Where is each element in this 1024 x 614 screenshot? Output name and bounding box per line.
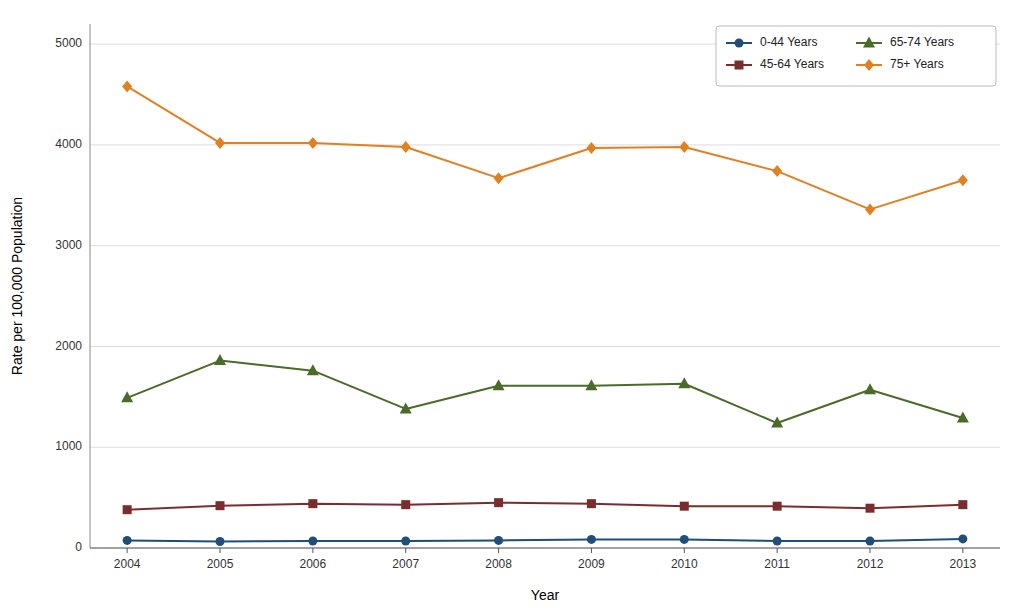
- grid-line: [90, 447, 1000, 448]
- point: [771, 417, 783, 428]
- point: [866, 536, 875, 545]
- grid-line: [90, 346, 1000, 347]
- point: [401, 536, 410, 545]
- x-tick-label: 2011: [764, 557, 790, 571]
- point: [122, 80, 132, 92]
- x-tick-label: 2012: [857, 557, 884, 571]
- point: [400, 402, 412, 413]
- grid: [90, 44, 1000, 548]
- point: [680, 502, 689, 511]
- legend-marker: [735, 39, 744, 48]
- x-tick: [591, 548, 592, 553]
- point: [680, 535, 689, 544]
- point: [494, 172, 504, 184]
- point: [401, 141, 411, 153]
- x-tick-label: 2005: [207, 557, 234, 571]
- chart: 0 1000 2000 3000 4000 5000 2004 2005 2006 2007 200…: [0, 0, 1024, 614]
- point: [308, 137, 318, 149]
- series-line: [127, 86, 963, 209]
- point: [401, 500, 410, 509]
- point: [587, 535, 596, 544]
- series: [121, 354, 969, 427]
- y-tick-label: 5000: [55, 36, 82, 50]
- plot-area: [121, 80, 969, 545]
- x-tick: [962, 548, 963, 553]
- point: [587, 499, 596, 508]
- point: [214, 354, 226, 365]
- grid-line: [90, 548, 1000, 549]
- legend-label: 45-64 Years: [760, 57, 824, 71]
- point: [494, 536, 503, 545]
- y-axis-title: Rate per 100,000 Population: [9, 197, 25, 375]
- x-tick: [870, 548, 871, 553]
- point: [215, 137, 225, 149]
- x-tick: [127, 548, 128, 553]
- point: [585, 379, 597, 390]
- point: [958, 500, 967, 509]
- point: [121, 391, 133, 402]
- point: [957, 412, 969, 423]
- legend-label: 75+ Years: [890, 57, 944, 71]
- point: [772, 165, 782, 177]
- point: [773, 536, 782, 545]
- grid-line: [90, 245, 1000, 246]
- point: [864, 383, 876, 394]
- series: [123, 534, 968, 546]
- x-tick-label: 2008: [485, 557, 512, 571]
- point: [865, 203, 875, 215]
- point: [216, 501, 225, 510]
- x-tick: [405, 548, 406, 553]
- point: [123, 536, 132, 545]
- y-tick-label: 3000: [55, 238, 82, 252]
- series-line: [127, 503, 963, 510]
- y-tick-label: 2000: [55, 339, 82, 353]
- legend-box: [716, 26, 996, 86]
- axes: 0 1000 2000 3000 4000 5000 2004 2005 2006 2007 200…: [55, 24, 1000, 571]
- x-tick-label: 2013: [950, 557, 977, 571]
- y-tick-label: 1000: [55, 439, 82, 453]
- x-axis-line: [90, 548, 1000, 549]
- x-tick: [684, 548, 685, 553]
- point: [773, 502, 782, 511]
- legend-marker: [864, 59, 874, 71]
- x-tick: [498, 548, 499, 553]
- x-tick: [312, 548, 313, 553]
- x-tick: [220, 548, 221, 553]
- point: [493, 379, 505, 390]
- legend-marker: [735, 61, 744, 70]
- y-tick-label: 0: [75, 540, 82, 554]
- point: [958, 534, 967, 543]
- x-tick: [777, 548, 778, 553]
- series: [122, 80, 968, 215]
- x-tick-label: 2010: [671, 557, 698, 571]
- point: [679, 141, 689, 153]
- x-tick-label: 2009: [578, 557, 605, 571]
- x-tick-label: 2006: [300, 557, 327, 571]
- x-axis-title: Year: [531, 587, 560, 603]
- point: [308, 536, 317, 545]
- point: [494, 498, 503, 507]
- grid-line: [90, 144, 1000, 145]
- y-tick-label: 4000: [55, 137, 82, 151]
- y-axis-line: [90, 24, 91, 548]
- point: [866, 504, 875, 513]
- series-line: [127, 539, 963, 542]
- point: [958, 174, 968, 186]
- x-tick-label: 2004: [114, 557, 141, 571]
- legend-label: 65-74 Years: [890, 35, 954, 49]
- point: [678, 377, 690, 388]
- legend-label: 0-44 Years: [760, 35, 817, 49]
- series-line: [127, 361, 963, 423]
- point: [307, 364, 319, 375]
- point: [308, 499, 317, 508]
- x-tick-label: 2007: [392, 557, 419, 571]
- point: [586, 142, 596, 154]
- series: [123, 498, 968, 514]
- point: [216, 537, 225, 546]
- legend: 0-44 Years 45-64 Years 65-74 Years 75+ Year…: [716, 26, 996, 86]
- point: [123, 505, 132, 514]
- legend-marker: [863, 37, 875, 48]
